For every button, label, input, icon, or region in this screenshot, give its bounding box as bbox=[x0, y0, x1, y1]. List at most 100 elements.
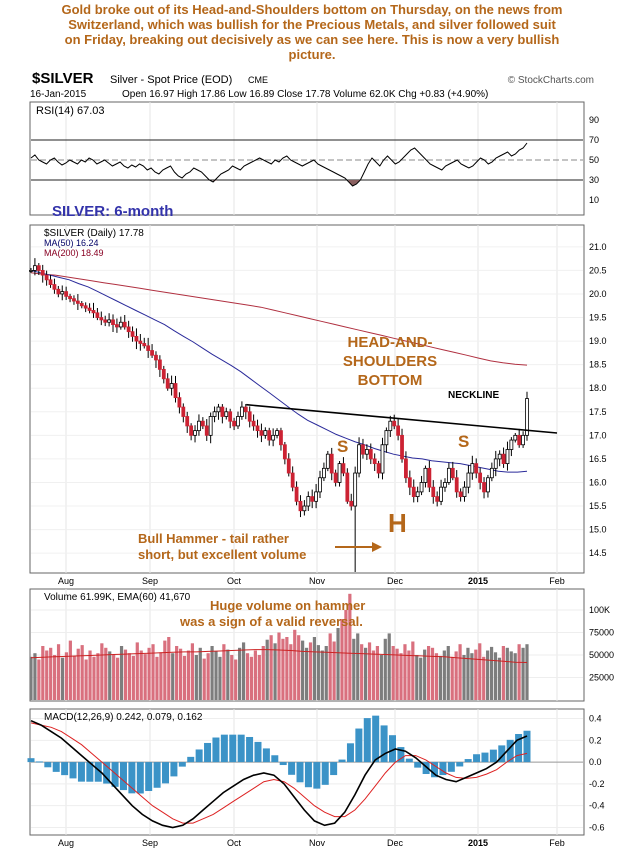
ma200-line bbox=[30, 272, 528, 366]
hs-title-line: BOTTOM bbox=[358, 372, 423, 389]
candle-body bbox=[60, 291, 65, 295]
x-tick-label: 2015 bbox=[468, 838, 488, 848]
macd-label: MACD(12,26,9) 0.242, 0.079, 0.162 bbox=[44, 712, 203, 723]
macd-histogram-bar bbox=[153, 762, 161, 788]
x-tick-label: Dec bbox=[387, 838, 404, 848]
candle-body bbox=[302, 505, 307, 512]
volume-bar bbox=[249, 656, 254, 700]
volume-bar bbox=[423, 649, 427, 700]
price-tick-label: 20.0 bbox=[589, 289, 607, 299]
candle-body bbox=[298, 500, 303, 512]
x-tick-label: Oct bbox=[227, 576, 242, 586]
candle-body bbox=[470, 463, 475, 474]
volume-bar bbox=[88, 650, 92, 700]
candle-body bbox=[208, 416, 213, 436]
macd-histogram-bar bbox=[119, 762, 127, 791]
candle-body bbox=[368, 449, 373, 460]
macd-histogram-bar bbox=[338, 759, 346, 763]
volume-bar bbox=[202, 658, 206, 700]
volume-bar bbox=[269, 635, 273, 700]
candle-body bbox=[103, 319, 108, 323]
price-tick-label: 21.0 bbox=[589, 242, 607, 252]
volume-bar bbox=[167, 637, 171, 700]
volume-bar bbox=[285, 637, 289, 700]
volume-bar bbox=[407, 650, 411, 700]
volume-bar bbox=[525, 644, 529, 700]
x-tick-label: Oct bbox=[227, 838, 242, 848]
rsi-tick-label: 50 bbox=[589, 155, 599, 165]
candle-body bbox=[361, 444, 365, 455]
macd-histogram-bar bbox=[86, 762, 94, 782]
candle-body bbox=[146, 345, 151, 351]
volume-bar bbox=[147, 647, 151, 700]
macd-histogram-bar bbox=[103, 762, 111, 784]
volume-bar bbox=[434, 653, 439, 700]
candle-body bbox=[154, 354, 158, 361]
volume-bar bbox=[230, 655, 234, 700]
volume-bar bbox=[312, 637, 317, 700]
candle-body bbox=[458, 491, 463, 498]
caption-line: Gold broke out of its Head-and-Shoulders… bbox=[61, 2, 563, 17]
macd-histogram-bar bbox=[489, 749, 497, 763]
volume-bar bbox=[379, 655, 383, 700]
chart-date: 16-Jan-2015 bbox=[30, 89, 87, 100]
volume-bar bbox=[60, 657, 65, 700]
volume-bar bbox=[364, 647, 368, 700]
volume-bar bbox=[257, 655, 261, 700]
candle-body bbox=[279, 430, 283, 446]
macd-histogram-bar bbox=[330, 762, 338, 776]
volume-bar bbox=[151, 644, 155, 700]
macd-histogram-bar bbox=[506, 739, 514, 763]
volume-bar bbox=[131, 655, 135, 700]
volume-panel bbox=[29, 588, 585, 702]
volume-bar bbox=[332, 641, 336, 700]
rsi-oversold-fill bbox=[213, 180, 361, 186]
volume-bar bbox=[470, 653, 474, 700]
candle-body bbox=[427, 467, 432, 488]
macd-histogram-bar bbox=[246, 736, 254, 763]
candle-body bbox=[40, 270, 45, 276]
candle-body bbox=[83, 305, 88, 309]
price-label: $SILVER (Daily) 17.78 bbox=[44, 228, 144, 239]
candle-body bbox=[419, 482, 424, 493]
price-tick-label: 14.5 bbox=[589, 548, 607, 558]
volume-bar bbox=[198, 647, 202, 700]
volume-bar bbox=[438, 655, 442, 700]
neckline bbox=[246, 403, 558, 434]
volume-bar bbox=[175, 646, 179, 700]
volume-bar bbox=[403, 644, 407, 700]
macd-histogram-bar bbox=[229, 734, 237, 763]
volume-bar bbox=[139, 650, 143, 700]
candle-body bbox=[310, 496, 315, 502]
volume-bar bbox=[234, 659, 238, 700]
candle-body bbox=[150, 350, 154, 356]
volume-bar bbox=[320, 650, 324, 700]
macd-histogram-bar bbox=[145, 762, 153, 792]
candle-body bbox=[56, 288, 61, 295]
candle-body bbox=[87, 307, 92, 311]
candle-body bbox=[251, 420, 256, 427]
x-tick-label: Sep bbox=[142, 838, 158, 848]
candle-body bbox=[130, 331, 135, 337]
candle-body bbox=[411, 486, 416, 498]
candle-body bbox=[337, 463, 342, 483]
macd-histogram-bar bbox=[414, 762, 422, 768]
macd-histogram-bar bbox=[380, 725, 388, 763]
hs-title-line: HEAD-AND- bbox=[348, 334, 433, 351]
candle-body bbox=[474, 463, 479, 474]
macd-histogram-bar bbox=[69, 762, 77, 779]
price-tick-label: 16.0 bbox=[589, 477, 607, 487]
volume-bar bbox=[348, 593, 352, 700]
volume-bar bbox=[289, 644, 293, 700]
volume-bar bbox=[474, 649, 478, 700]
volume-bar bbox=[238, 647, 242, 700]
volume-bar bbox=[116, 657, 120, 700]
price-tick-label: 15.5 bbox=[589, 501, 607, 511]
volume-bar bbox=[143, 654, 147, 700]
hammer-note-line: short, but excellent volume bbox=[138, 547, 306, 562]
volume-bar bbox=[293, 629, 297, 700]
volume-bar bbox=[383, 638, 387, 700]
rsi-tick-label: 30 bbox=[589, 175, 599, 185]
volume-bar bbox=[415, 655, 419, 700]
candle-body bbox=[91, 310, 96, 314]
